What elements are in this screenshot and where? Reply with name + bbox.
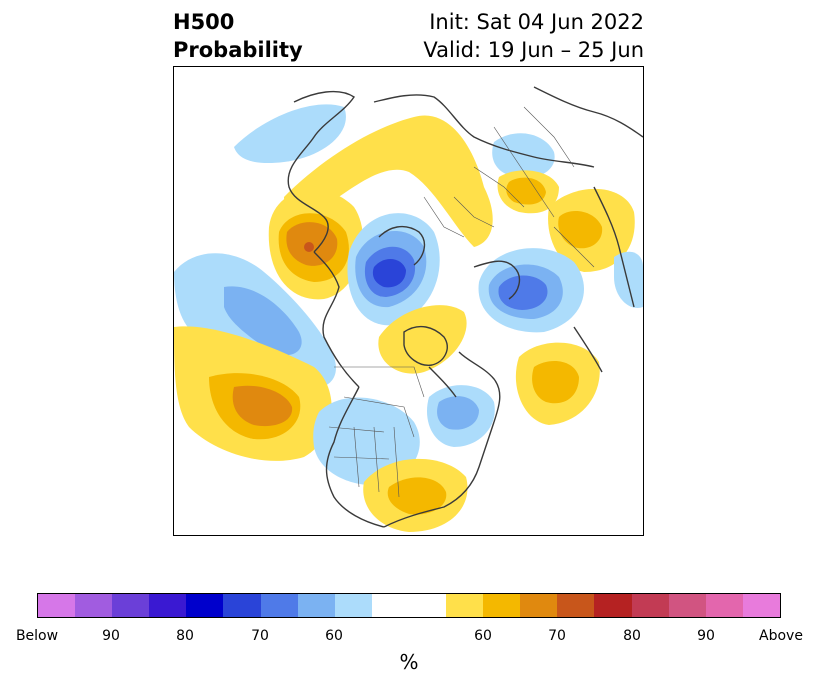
colorbar-tick-label: 90: [697, 628, 715, 644]
colorbar-segment: [75, 594, 113, 617]
colorbar-segment: [112, 594, 150, 617]
colorbar-segment: [408, 594, 447, 617]
colorbar-segment: [260, 594, 298, 617]
colorbar-segment: [520, 594, 558, 617]
country-borders: [328, 106, 595, 498]
colorbar-tick-label: 80: [623, 628, 641, 644]
colorbar-segment: [186, 594, 224, 617]
chart-title: H500 Probability: [173, 8, 303, 64]
probability-map: [173, 66, 644, 536]
anomaly-yellow-north-atlantic: [515, 342, 600, 425]
title-variable: H500: [173, 10, 235, 34]
colorbar-tick-label: 60: [325, 628, 343, 644]
colorbar-tick-label: 70: [251, 628, 269, 644]
colorbar-segment: [371, 594, 409, 617]
colorbar-tick-label: 70: [548, 628, 566, 644]
colorbar-segment: [742, 594, 780, 617]
colorbar-segment: [668, 594, 706, 617]
init-date: Init: Sat 04 Jun 2022: [429, 10, 644, 34]
colorbar-segment: [483, 594, 521, 617]
anomaly-blue-northeast-russia: [492, 133, 555, 179]
anomaly-blue-hudson-bay: [426, 385, 495, 447]
colorbar-unit: %: [399, 650, 419, 674]
colorbar-tick-label: Above: [759, 628, 803, 644]
colorbar-segment: [705, 594, 743, 617]
anomaly-blue-gulf-of-alaska: [174, 253, 336, 389]
chart-dates: Init: Sat 04 Jun 2022 Valid: 19 Jun – 25…: [423, 8, 644, 64]
anomaly-yellow-central-asia: [548, 188, 635, 272]
anomaly-blue-scandinavia: [478, 248, 584, 333]
valid-range: Valid: 19 Jun – 25 Jun: [423, 38, 644, 62]
anomaly-orange-east-siberia: [268, 189, 363, 300]
colorbar: [37, 593, 781, 618]
colorbar-segment: [297, 594, 335, 617]
anomaly-blue-arctic-ocean: [347, 213, 440, 326]
anomaly-yellow-north-pacific: [174, 326, 332, 461]
colorbar-segment: [446, 594, 484, 617]
colorbar-segment: [149, 594, 187, 617]
colorbar-tick-label: 80: [176, 628, 194, 644]
colorbar-segment: [334, 594, 372, 617]
anomaly-yellow-southeast-us: [363, 458, 468, 532]
colorbar-segment: [223, 594, 261, 617]
colorbar-tick-label: 90: [102, 628, 120, 644]
colorbar-segment: [594, 594, 632, 617]
anomaly-blue-east-asia: [614, 251, 643, 308]
title-type: Probability: [173, 38, 303, 62]
colorbar-segment: [631, 594, 669, 617]
anomaly-orange-ural: [497, 170, 559, 214]
anomaly-yellow-siberia-belt: [284, 115, 493, 247]
colorbar-segment: [557, 594, 595, 617]
map-svg: [174, 86, 643, 532]
colorbar-segment: [38, 594, 76, 617]
colorbar-tick-label: 60: [474, 628, 492, 644]
colorbar-tick-label: Below: [15, 628, 59, 644]
anomaly-blue-top-west: [234, 104, 346, 164]
coastlines: [287, 86, 643, 528]
